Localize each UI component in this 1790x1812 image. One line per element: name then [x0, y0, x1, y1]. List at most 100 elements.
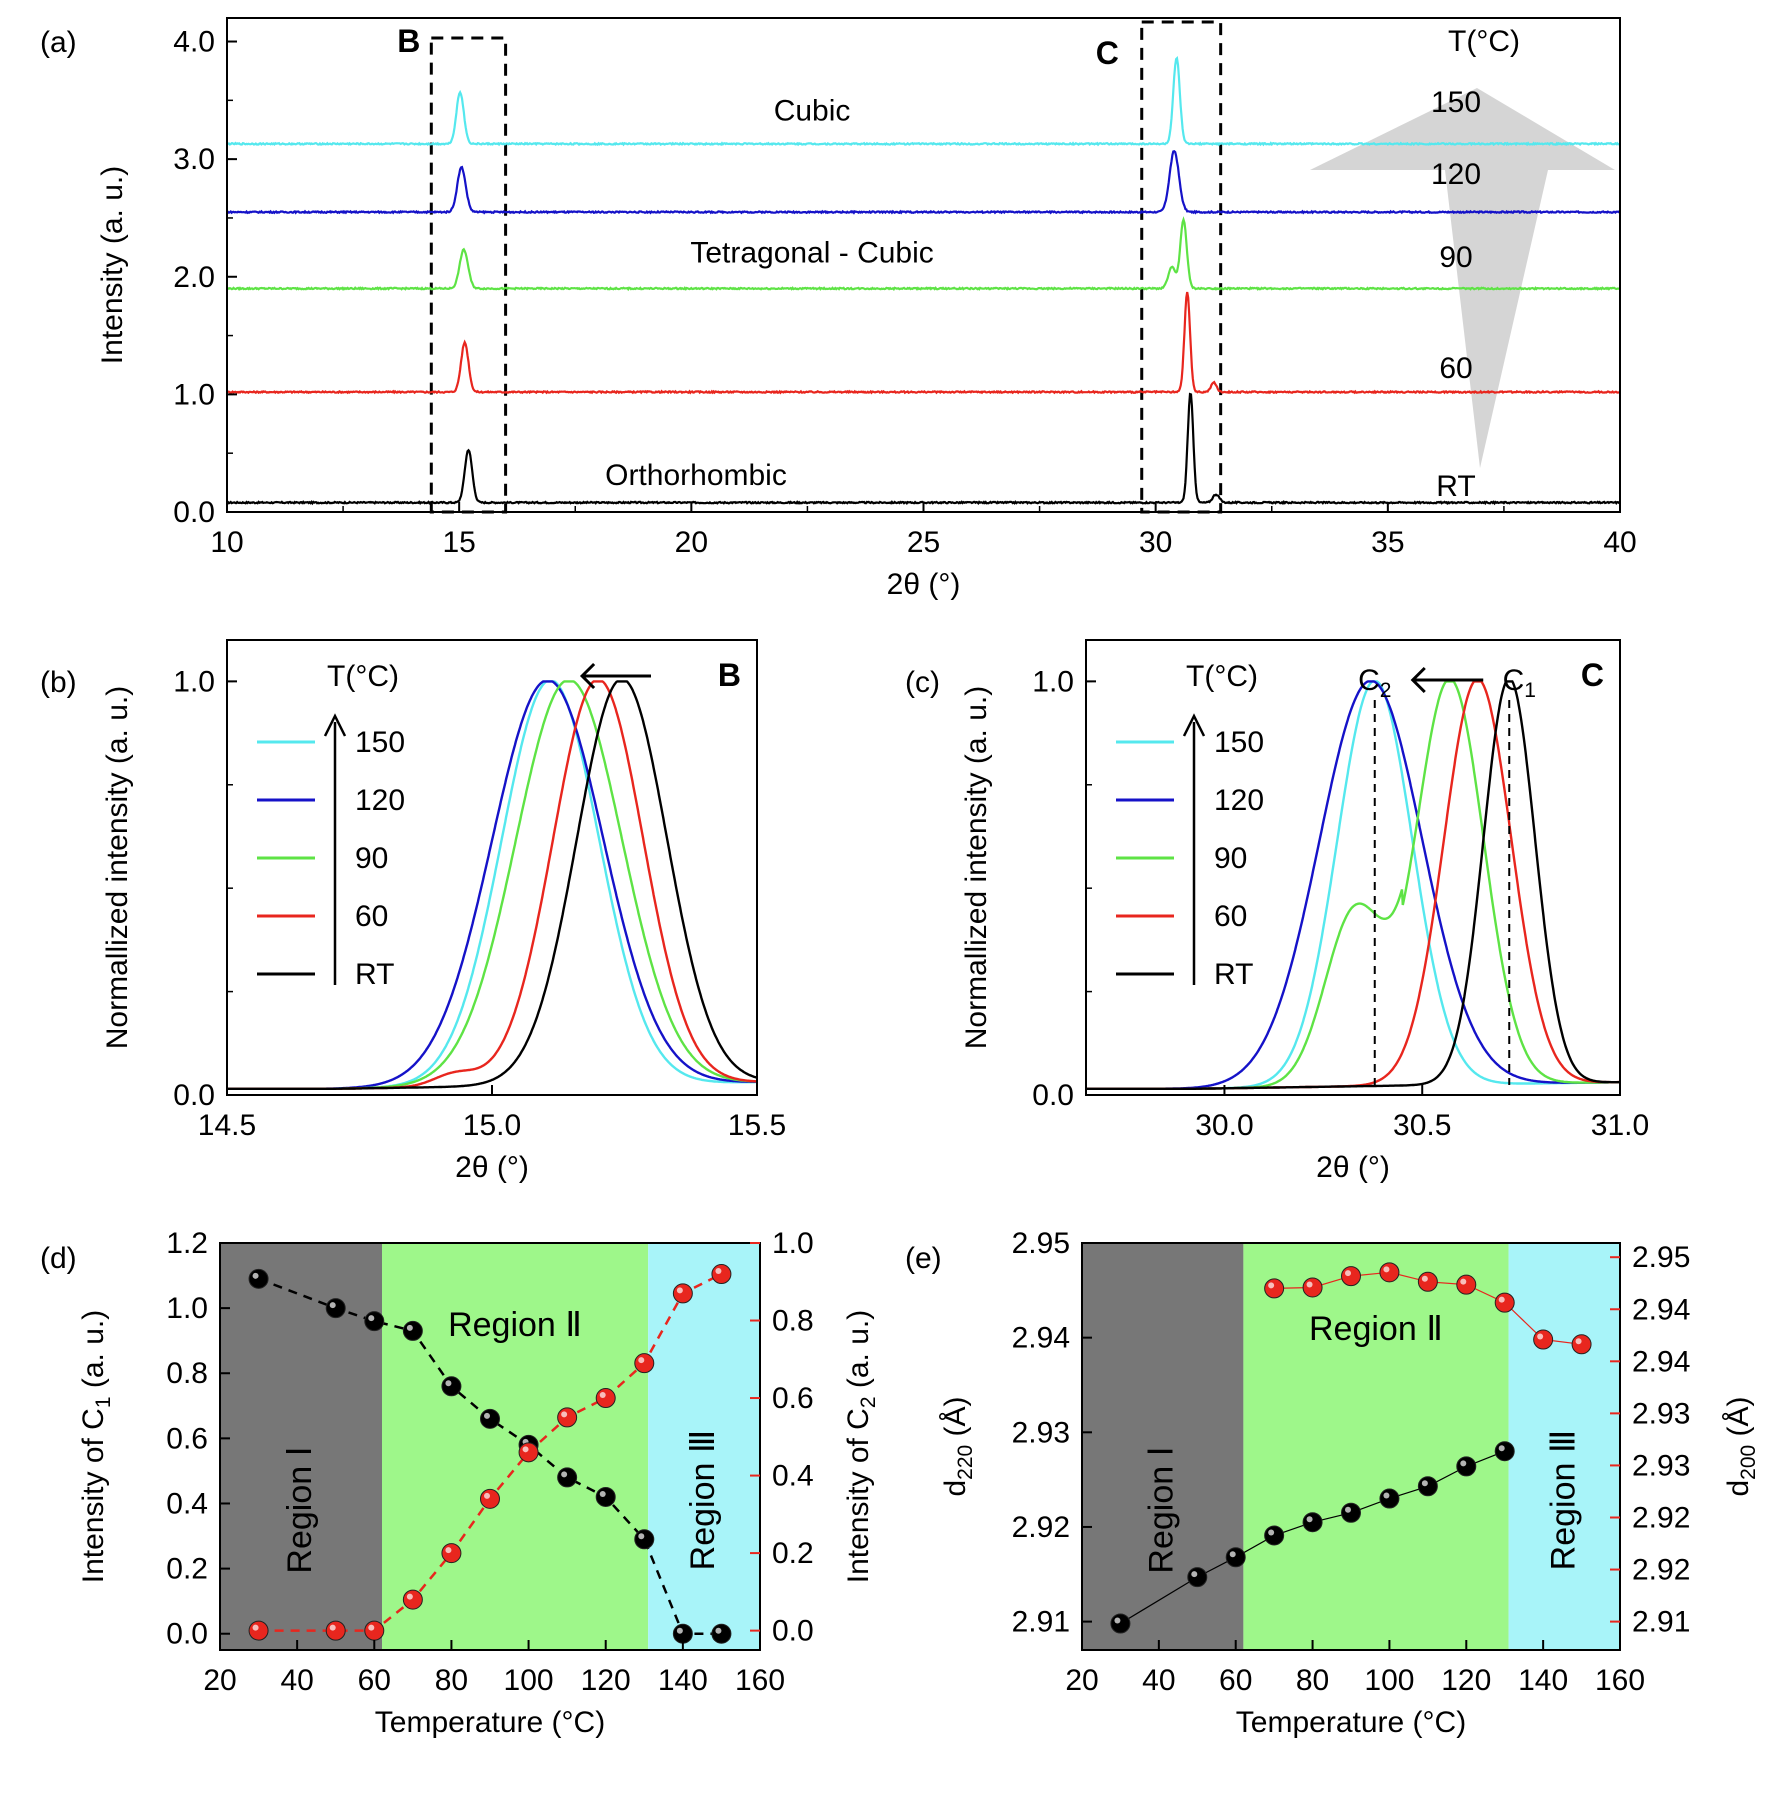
data-point-highlight-d-C2 [406, 1593, 413, 1600]
data-point-d-C1 [480, 1408, 500, 1429]
data-point-e-d200 [1571, 1334, 1592, 1355]
region-box-label-B: B [397, 23, 420, 59]
data-point-highlight-d-C1 [252, 1272, 259, 1279]
data-point-highlight-e-d200 [1268, 1282, 1275, 1289]
data-point-highlight-d-C1 [484, 1412, 490, 1419]
plot-frame-b [226, 639, 758, 1096]
corner-label-c: C [1581, 657, 1604, 693]
data-point-e-d220 [1494, 1441, 1515, 1462]
panel-c-label: (c) [905, 666, 940, 699]
data-point-highlight-e-d200 [1421, 1275, 1428, 1282]
x-axis-d-tick-label: 140 [658, 1664, 708, 1697]
data-point-d-C1 [441, 1376, 462, 1397]
y-axis-title-c: Normallized intensity (a. u.) [960, 686, 993, 1049]
y-axis-title-right-e: d200 (Å) [1722, 1396, 1760, 1496]
y-axis-left-d-tick-label: 0.2 [166, 1553, 208, 1586]
y-axis-right-d-tick-label: 0.8 [772, 1305, 814, 1338]
data-point-d-C1 [634, 1529, 655, 1550]
data-point-highlight-d-C2 [252, 1624, 259, 1631]
data-point-highlight-d-C2 [638, 1357, 645, 1364]
x-axis-d-tick-label: 120 [581, 1664, 631, 1697]
panel-b-label: (b) [40, 666, 77, 699]
legend-label-b-RT: RT [355, 958, 394, 991]
x-axis-d-tick-label: 20 [203, 1664, 236, 1697]
data-point-e-d220 [1417, 1476, 1438, 1497]
data-point-e-d220 [1264, 1525, 1285, 1546]
data-point-e-d200 [1456, 1274, 1477, 1295]
y-axis-title-left-d: Intensity of C1 (a. u.) [77, 1310, 115, 1583]
data-point-d-C1 [595, 1486, 616, 1507]
data-point-d-C2 [248, 1620, 269, 1641]
data-point-highlight-d-C1 [329, 1302, 336, 1309]
x-axis-b-tick-label: 15.0 [463, 1109, 521, 1142]
legend-title-a: T(°C) [1448, 25, 1520, 58]
y-axis-right-e-tick-label: 2.93 [1632, 1449, 1690, 1482]
data-point-highlight-e-d200 [1498, 1296, 1505, 1303]
data-point-d-C2 [325, 1620, 346, 1641]
data-point-e-d220 [1225, 1547, 1246, 1568]
y-axis-b-tick-label: 0.0 [173, 1079, 215, 1112]
legend-label-c-120: 120 [1214, 784, 1264, 817]
legend-label-c-150: 150 [1214, 726, 1264, 759]
series-label-150: 150 [1431, 86, 1481, 119]
data-point-e-d200 [1494, 1292, 1515, 1313]
y-axis-right-e-tick-label: 2.92 [1632, 1501, 1690, 1534]
y-axis-a-tick-label: 0.0 [173, 496, 215, 529]
data-point-highlight-d-C1 [445, 1380, 452, 1387]
data-point-highlight-e-d220 [1383, 1492, 1390, 1499]
x-axis-c-tick-label: 31.0 [1591, 1109, 1649, 1142]
y-axis-a-tick-label: 4.0 [173, 26, 215, 59]
data-point-highlight-d-C2 [329, 1624, 336, 1631]
data-point-e-d200 [1533, 1329, 1554, 1350]
region-band-d-1 [220, 1243, 382, 1650]
y-axis-a-tick-label: 2.0 [173, 261, 215, 294]
legend-label-b-60: 60 [355, 900, 388, 933]
data-point-highlight-e-d220 [1114, 1617, 1121, 1624]
x-axis-title-b: 2θ (°) [455, 1151, 529, 1184]
data-point-d-C2 [557, 1407, 578, 1428]
data-point-highlight-e-d200 [1537, 1333, 1544, 1340]
data-point-e-d220 [1187, 1567, 1208, 1588]
x-axis-title-a: 2θ (°) [887, 568, 961, 601]
x-axis-a-tick-label: 30 [1139, 526, 1172, 559]
data-point-highlight-e-d220 [1498, 1445, 1505, 1452]
series-line-RT [227, 392, 1621, 506]
temperature-arrow-icon [1310, 88, 1615, 468]
legend-label-b-90: 90 [355, 842, 388, 875]
y-axis-left-e-tick-label: 2.95 [1012, 1227, 1070, 1260]
region-band-e-1 [1082, 1243, 1244, 1650]
data-point-e-d220 [1456, 1456, 1477, 1477]
data-point-e-d220 [1302, 1512, 1323, 1533]
plot-frame-c [1085, 639, 1621, 1096]
x-axis-a-tick-label: 40 [1603, 526, 1636, 559]
y-axis-b-tick-label: 1.0 [173, 665, 215, 698]
data-point-e-d220 [1110, 1613, 1131, 1634]
x-axis-a-tick-label: 25 [907, 526, 940, 559]
marker-label-c1: C1 [1503, 664, 1536, 702]
y-axis-title-b: Normallized intensity (a. u.) [101, 686, 134, 1049]
y-axis-title-right-d: Intensity of C2 (a. u.) [842, 1310, 880, 1583]
legend-arrow-head-b [323, 713, 347, 737]
y-axis-left-d-tick-label: 1.2 [166, 1227, 208, 1260]
region-label-e-3: Region Ⅲ [1544, 1430, 1582, 1571]
y-axis-right-e-tick-label: 2.92 [1632, 1554, 1690, 1587]
data-point-e-d200 [1302, 1277, 1323, 1298]
x-axis-a-tick-label: 35 [1371, 526, 1404, 559]
corner-label-b: B [718, 657, 741, 693]
data-point-d-C2 [441, 1543, 462, 1564]
series-line-60 [226, 291, 1620, 395]
region-box-B [429, 36, 508, 514]
data-point-highlight-d-C1 [715, 1627, 722, 1634]
series-label-120: 120 [1431, 158, 1481, 191]
x-axis-e-tick-label: 160 [1595, 1664, 1645, 1697]
data-point-highlight-e-d200 [1306, 1281, 1313, 1288]
phase-label-cubic: Cubic [774, 94, 851, 127]
x-axis-e-tick-label: 60 [1219, 1664, 1252, 1697]
region-label-d-3: Region Ⅲ [684, 1430, 722, 1571]
panel-a-label: (a) [40, 26, 77, 59]
x-axis-title-e: Temperature (°C) [1236, 1706, 1466, 1739]
data-point-e-d200 [1264, 1278, 1285, 1299]
data-point-highlight-e-d200 [1383, 1266, 1390, 1273]
data-point-e-d200 [1379, 1262, 1400, 1283]
